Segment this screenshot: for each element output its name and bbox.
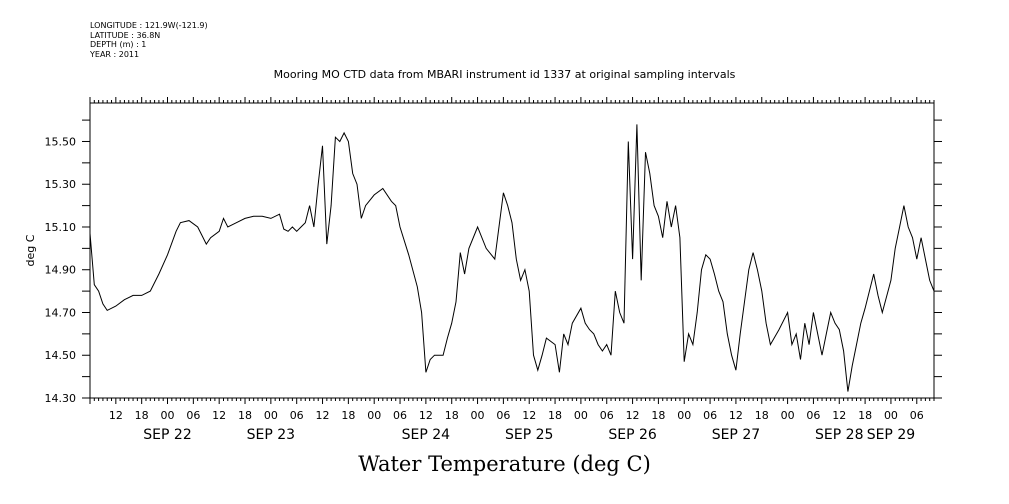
x-day-label: SEP 28 [815,427,863,443]
x-hour-tick-label: 00 [367,409,381,422]
x-hour-tick-label: 00 [677,409,691,422]
x-hour-tick-label: 18 [755,409,769,422]
y-tick-label: 14.70 [45,306,77,319]
x-hour-tick-label: 18 [341,409,355,422]
y-tick-label: 14.30 [45,392,77,405]
y-tick-label: 15.50 [45,135,77,148]
plot-frame [89,102,935,399]
x-day-label: SEP 26 [608,427,657,443]
x-hour-tick-label: 06 [910,409,924,422]
longitude-text: LONGITUDE : 121.9W(-121.9) [90,21,208,30]
x-day-label: SEP 25 [505,427,553,443]
x-hour-tick-label: 00 [781,409,795,422]
x-hour-tick-label: 18 [651,409,665,422]
x-hour-tick-label: 12 [316,409,330,422]
x-hour-tick-label: 00 [471,409,485,422]
year-text: YEAR : 2011 [90,49,140,59]
x-hour-tick-label: 18 [238,409,252,422]
x-day-label: SEP 24 [402,427,451,443]
x-hour-tick-label: 12 [109,409,123,422]
x-hour-tick-label: 12 [729,409,743,422]
x-axis-label: Water Temperature (deg C) [358,452,651,476]
x-hour-tick-label: 12 [212,409,226,422]
x-hour-tick-label: 06 [806,409,820,422]
x-hour-tick-label: 18 [548,409,562,422]
y-tick-label: 14.50 [45,349,77,362]
x-hour-tick-label: 12 [832,409,846,422]
x-day-label: SEP 27 [712,427,760,443]
x-hour-tick-label: 12 [626,409,640,422]
x-hour-tick-label: 06 [290,409,304,422]
x-day-label: SEP 22 [143,427,191,443]
chart-title: Mooring MO CTD data from MBARI instrumen… [273,68,736,81]
x-hour-tick-label: 18 [858,409,872,422]
y-tick-label: 15.30 [45,178,77,191]
x-hour-tick-label: 06 [393,409,407,422]
y-axis-label: deg C [24,234,37,266]
x-hour-tick-label: 12 [522,409,536,422]
depth-text: DEPTH (m) : 1 [90,40,147,49]
x-hour-tick-label: 06 [186,409,200,422]
x-day-label: SEP 29 [867,427,915,443]
y-tick-label: 15.10 [45,221,77,234]
mooring-metadata: LONGITUDE : 121.9W(-121.9) LATITUDE : 36… [90,21,208,59]
x-hour-tick-label: 06 [600,409,614,422]
x-hour-tick-label: 00 [574,409,588,422]
x-hour-tick-label: 12 [419,409,433,422]
x-hour-tick-label: 00 [884,409,898,422]
x-hour-tick-label: 06 [703,409,717,422]
x-day-label: SEP 23 [247,427,295,443]
x-hour-tick-label: 00 [264,409,278,422]
x-hour-tick-label: 18 [135,409,149,422]
y-tick-label: 14.90 [45,264,77,277]
x-hour-tick-label: 18 [445,409,459,422]
x-hour-tick-label: 00 [161,409,175,422]
latitude-text: LATITUDE : 36.8N [90,30,161,40]
x-hour-tick-label: 06 [496,409,510,422]
temperature-series-line [89,124,935,392]
